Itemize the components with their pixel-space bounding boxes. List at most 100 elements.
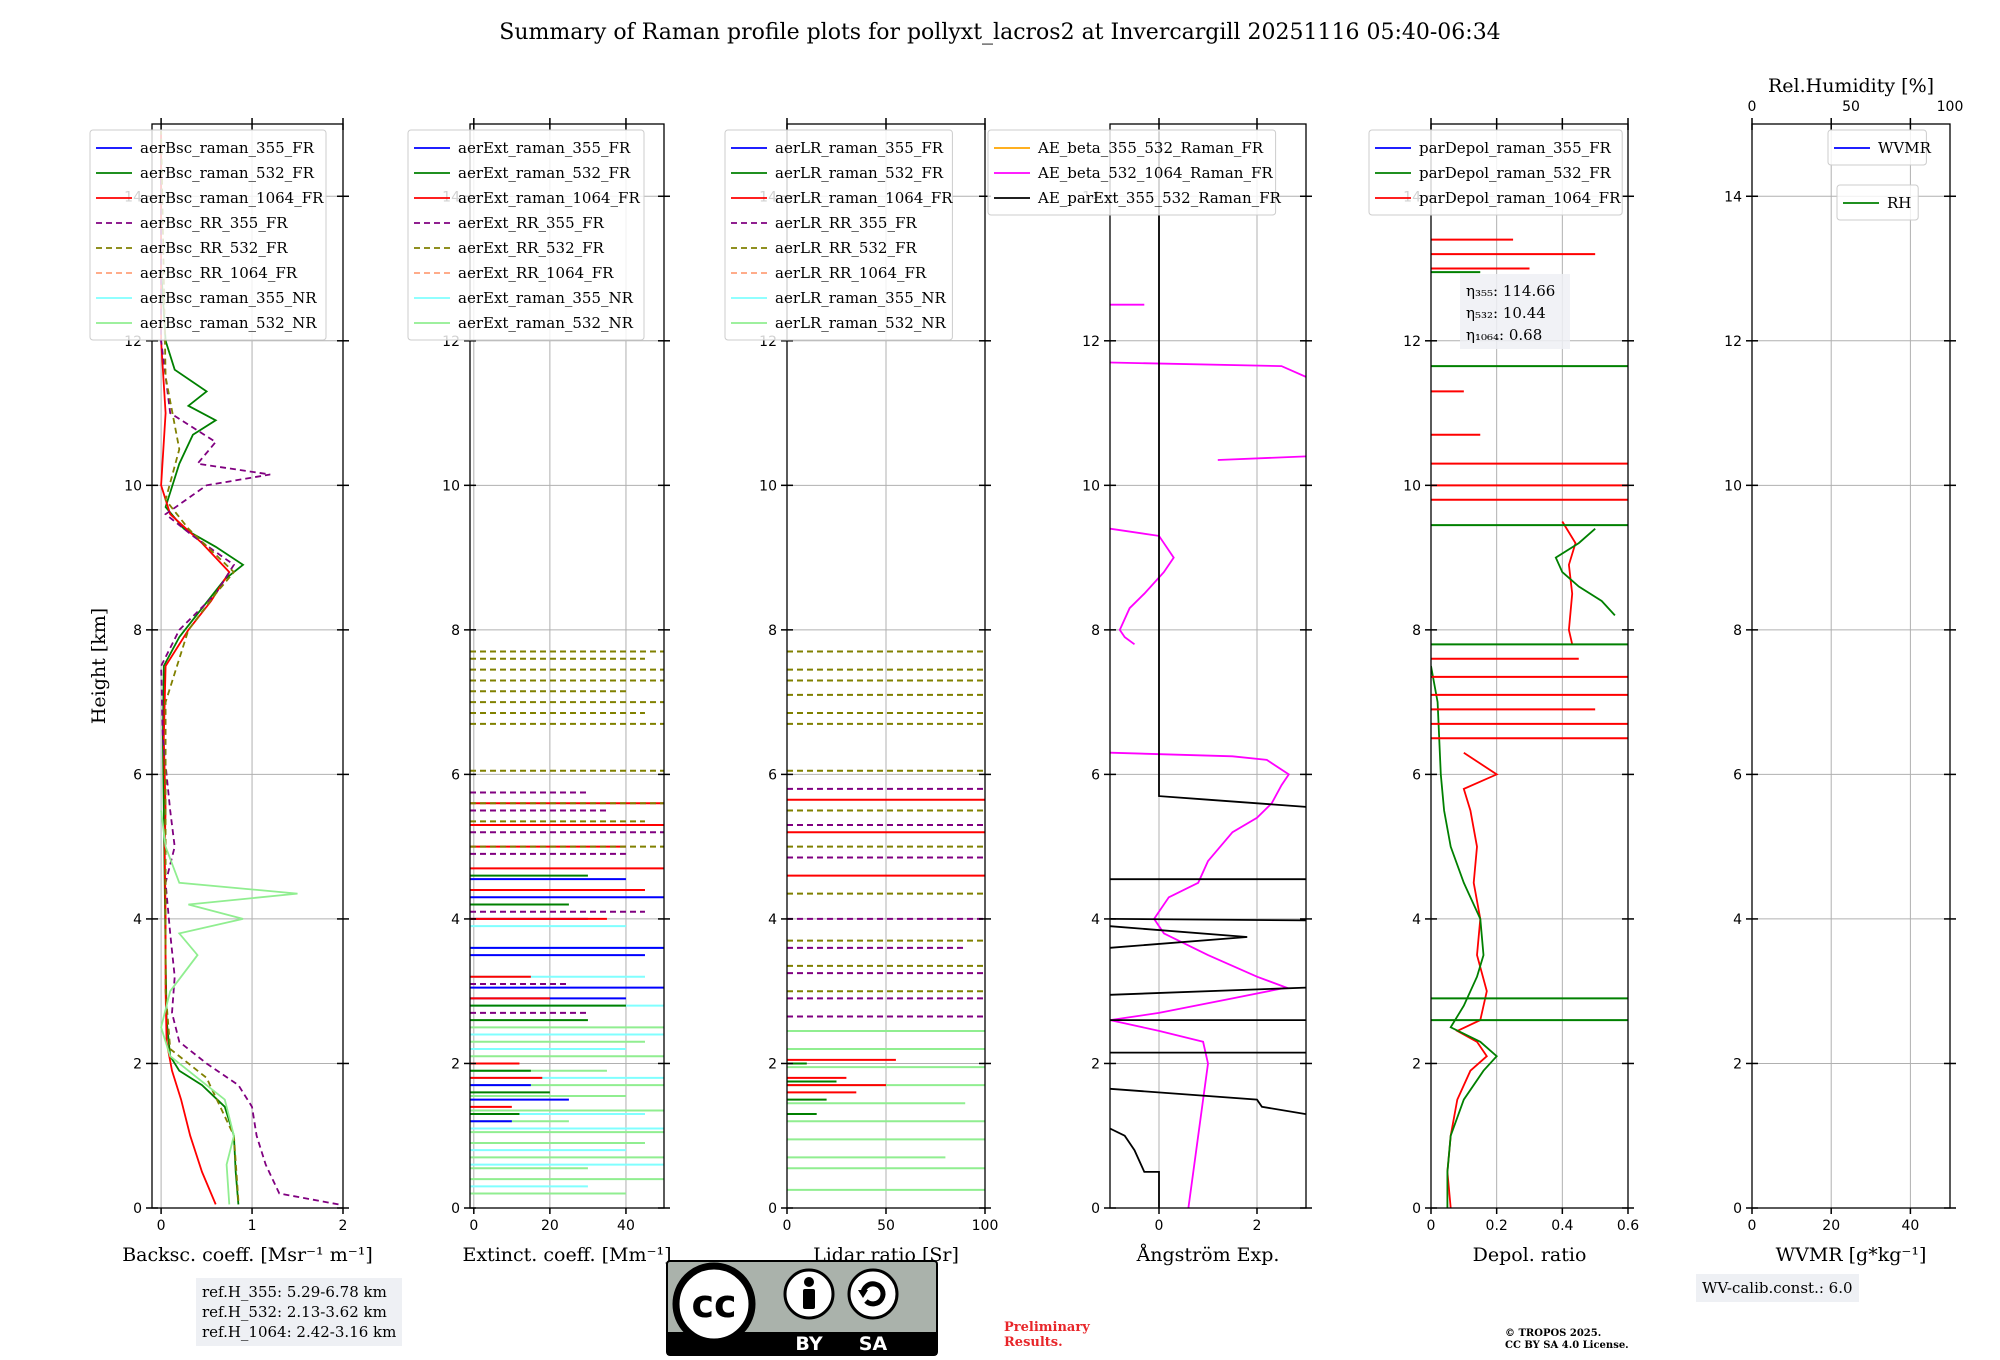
y-tick-label: 4 — [451, 912, 460, 928]
eta-label-box: η₃₅₅: 114.66 η₅₃₂: 10.44 η₁₀₆₄: 0.68 — [1460, 274, 1570, 349]
legend-entry: aerExt_RR_1064_FR — [458, 264, 614, 282]
y-tick-label: 0 — [451, 1201, 460, 1217]
x-axis-label: WVMR [g*kg⁻¹] — [1776, 1244, 1927, 1266]
legend-entry: aerLR_RR_355_FR — [775, 214, 917, 232]
series-group — [1431, 238, 1628, 1208]
y-tick-label: 6 — [1733, 767, 1742, 783]
y-tick-label: 0 — [133, 1201, 142, 1217]
series-group — [470, 650, 664, 1195]
y-tick-label: 2 — [451, 1056, 460, 1072]
legend-entry: aerBsc_raman_355_FR — [140, 139, 315, 157]
legend-backscatter: aerBsc_raman_355_FR aerBsc_raman_532_FRae… — [89, 129, 327, 341]
legend-frame — [407, 129, 645, 341]
series-line-parDepol_raman_532_FR — [1431, 665, 1498, 1208]
legend-entry: aerBsc_RR_355_FR — [140, 214, 288, 232]
y-tick-label: 2 — [1733, 1056, 1742, 1072]
series-line-AE_parExt_355_532_Raman_FR_e — [1110, 986, 1306, 996]
series-line-AE_parExt_355_532_Raman_FR_i — [1158, 131, 1306, 808]
preliminary-results-note: Preliminary Results. — [1004, 1320, 1090, 1350]
series-line-aerBsc_raman_1064_FR — [160, 131, 231, 1205]
series-group — [1110, 131, 1306, 1208]
y-tick-label: 2 — [1412, 1056, 1421, 1072]
x2-tick-label: 100 — [1937, 99, 1964, 115]
x-axis-label: Ångström Exp. — [1136, 1244, 1280, 1266]
y-tick-label: 2 — [768, 1056, 777, 1072]
x-tick-label: 20 — [1822, 1218, 1840, 1234]
legend-entry: aerBsc_raman_532_NR — [140, 314, 317, 332]
series-line-AE_beta_532_1064_Raman_FR_upper — [1110, 527, 1175, 646]
legend-frame — [987, 129, 1277, 216]
legend-entry: aerExt_RR_355_FR — [458, 214, 605, 232]
y-tick-label: 4 — [1091, 912, 1100, 928]
y-tick-label: 10 — [1724, 478, 1742, 494]
x-tick-label: 0.4 — [1551, 1218, 1573, 1234]
legend-entry: RH — [1887, 194, 1911, 212]
legend-entry: aerExt_raman_532_NR — [458, 314, 634, 332]
y-tick-label: 4 — [133, 912, 142, 928]
legend-entry: aerExt_raman_355_NR — [458, 289, 634, 307]
legend-entry: aerBsc_RR_532_FR — [140, 239, 288, 257]
series-line-AE_beta_532_1064_Raman_FR_top — [1217, 455, 1306, 461]
legend-entry: aerLR_RR_1064_FR — [775, 264, 927, 282]
legend-entry: aerLR_raman_355_NR — [775, 289, 946, 307]
series-line-aerBsc_raman_532_NR — [160, 810, 298, 1205]
panel-lidar_ratio: 02468101214050100Lidar ratio [Sr]aerLR_r… — [724, 118, 999, 1266]
y-tick-label: 10 — [124, 478, 142, 494]
y-tick-label: 2 — [133, 1056, 142, 1072]
panel-frame — [151, 123, 344, 1209]
legend-wvmr: WVMR — [1827, 129, 1932, 166]
copyright-line-1: © TROPOS 2025. — [1505, 1328, 1602, 1339]
y-tick-label: 6 — [1091, 767, 1100, 783]
ref-height-1064: ref.H_1064: 2.42-3.16 km — [202, 1323, 397, 1341]
x-tick-label: 0 — [1427, 1218, 1436, 1234]
badge-by-label: BY — [795, 1333, 822, 1355]
panel-angstrom: 0246810121402Ångström Exp.AE_beta_355_53… — [987, 118, 1312, 1266]
y-tick-label: 10 — [1082, 478, 1100, 494]
y-tick-label: 4 — [1412, 912, 1421, 928]
eta-label: η₅₃₂: 10.44 — [1466, 304, 1546, 322]
cc-circle-icon — [672, 1262, 756, 1346]
panel-frame — [1430, 123, 1629, 1209]
eta-label: η₃₅₅: 114.66 — [1466, 282, 1555, 300]
series-line-AE_beta_532_1064_Raman_FR — [1110, 751, 1291, 1208]
x-tick-label: 0.6 — [1617, 1218, 1639, 1234]
legend-entry: aerExt_raman_355_FR — [458, 139, 631, 157]
legend-frame — [724, 129, 953, 341]
x-tick-label: 2 — [339, 1218, 348, 1234]
copyright-note: © TROPOS 2025. CC BY SA 4.0 License. — [1505, 1328, 1629, 1352]
series-line-AE_beta_532_1064_Raman_FR_top2 — [1110, 361, 1306, 378]
legend-entry: AE_beta_532_1064_Raman_FR — [1037, 164, 1273, 182]
legend-rh: RH — [1836, 184, 1919, 221]
figure-title: Summary of Raman profile plots for polly… — [499, 20, 1501, 45]
legend-entry: parDepol_raman_532_FR — [1419, 164, 1612, 182]
x-tick-label: 2 — [1253, 1218, 1262, 1234]
y-tick-label: 8 — [768, 623, 777, 639]
legend-entry: aerExt_raman_532_FR — [458, 164, 631, 182]
y-tick-label: 8 — [1412, 623, 1421, 639]
legend-entry: WVMR — [1878, 139, 1932, 157]
y-tick-label: 2 — [1091, 1056, 1100, 1072]
series-line-AE_parExt_355_532_Raman_FR_g — [1110, 918, 1306, 922]
ref-height-355: ref.H_355: 5.29-6.78 km — [202, 1283, 387, 1301]
legend-frame — [1827, 129, 1927, 166]
series-line-AE_parExt_355_532_Raman_FR_f — [1110, 925, 1248, 949]
y-tick-label: 12 — [1082, 334, 1100, 350]
series-line-aerBsc_RR_532_FR — [160, 131, 240, 1201]
legend-entry: aerExt_raman_1064_FR — [458, 189, 640, 207]
x2-tick-label: 50 — [1842, 99, 1860, 115]
legend-entry: parDepol_raman_355_FR — [1419, 139, 1612, 157]
x-tick-label: 100 — [972, 1218, 999, 1234]
legend-entry: aerExt_RR_532_FR — [458, 239, 605, 257]
y-tick-label: 8 — [451, 623, 460, 639]
panel-frame — [1109, 123, 1307, 1209]
legend-entry: aerLR_raman_355_FR — [775, 139, 944, 157]
x-tick-label: 0 — [469, 1218, 478, 1234]
panel-frame — [1751, 123, 1951, 1209]
series-line-aerBsc_RR_355_FR — [160, 131, 339, 1206]
legend-entry: aerLR_raman_1064_FR — [775, 189, 953, 207]
y-tick-label: 10 — [759, 478, 777, 494]
y-tick-label: 12 — [1403, 334, 1421, 350]
badge-sa-label: SA — [859, 1333, 888, 1355]
